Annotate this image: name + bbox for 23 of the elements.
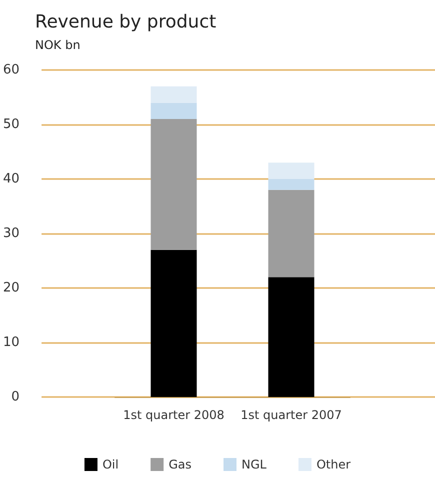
bar	[268, 179, 314, 190]
legend-label: Oil	[102, 458, 119, 472]
bar	[150, 86, 197, 103]
y-tick-label: 30	[2, 226, 20, 241]
y-tick-label: 60	[2, 62, 20, 78]
x-tick-label: 1st quarter 2008	[123, 408, 224, 422]
y-tick-label: 0	[11, 390, 20, 404]
bar	[150, 250, 197, 397]
chart-title: Revenue by product	[35, 12, 216, 32]
x-tick-label: 1st quarter 2007	[240, 408, 342, 422]
legend-label: Other	[316, 458, 351, 472]
y-tick-label: 50	[2, 117, 20, 132]
legend-label: Gas	[168, 458, 192, 472]
legend-label: NGL	[241, 458, 267, 472]
bar	[150, 102, 197, 120]
y-tick-label: 10	[2, 335, 20, 350]
y-tick-label: 20	[2, 280, 20, 296]
bar	[268, 190, 314, 278]
bar	[150, 119, 197, 250]
bar	[268, 162, 314, 179]
chart-subtitle: NOK bn	[35, 38, 80, 52]
y-tick-label: 40	[2, 172, 20, 186]
bar	[268, 277, 314, 397]
